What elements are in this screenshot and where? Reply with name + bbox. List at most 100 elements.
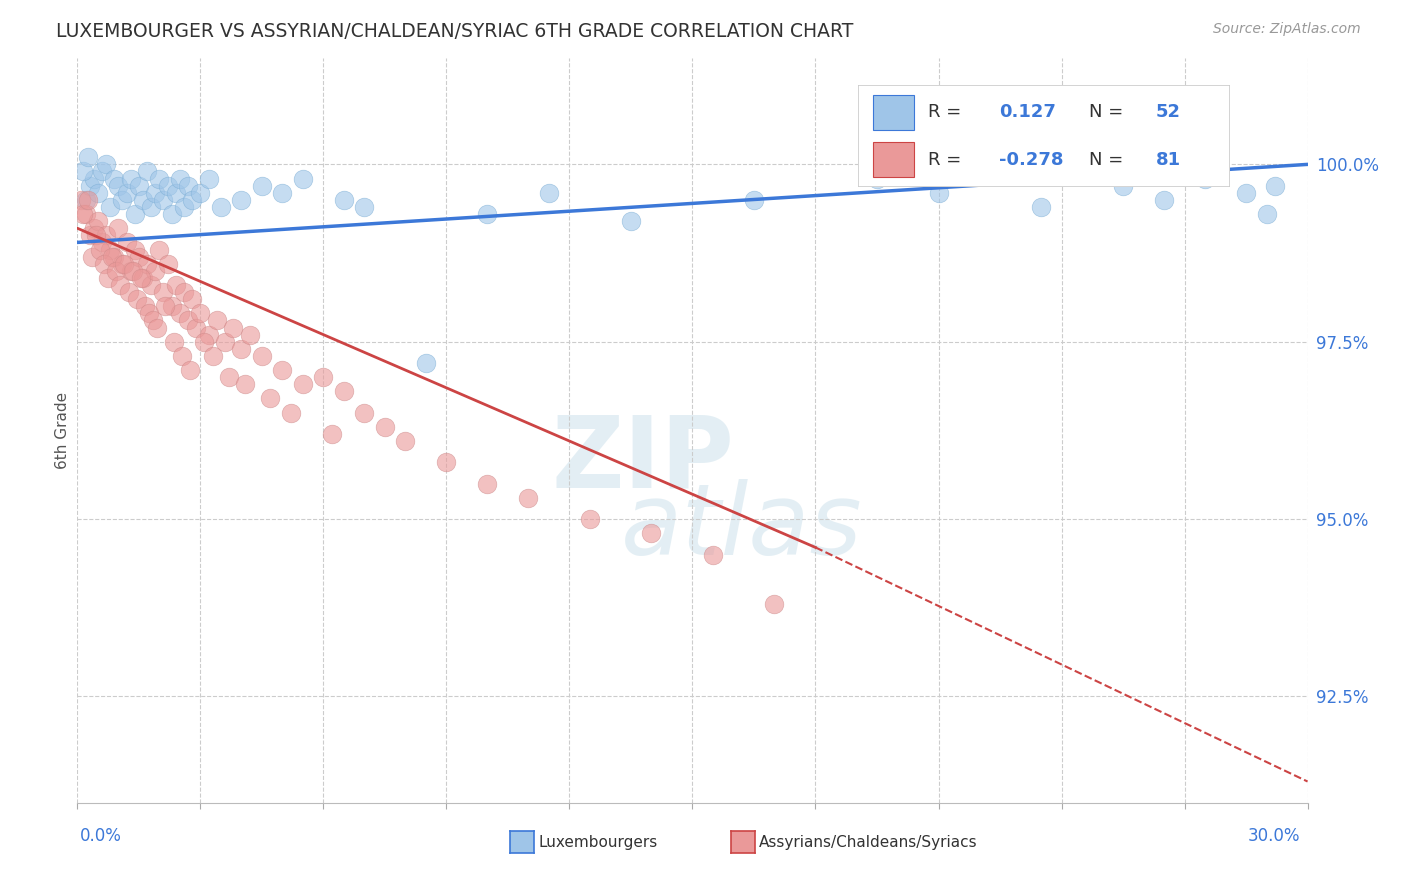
Point (120, 171, 142, 186)
Point (640, 526, 662, 541)
Point (115, 235, 138, 250)
Point (70, 193, 93, 207)
Point (76, 193, 98, 207)
Point (132, 193, 155, 207)
Point (152, 193, 174, 207)
Point (152, 285, 174, 299)
Point (132, 271, 155, 285)
Point (271, 363, 294, 377)
Text: 30.0%: 30.0% (1249, 827, 1301, 845)
Point (101, 250, 124, 264)
Point (75, 207, 97, 221)
Point (134, 299, 156, 313)
Point (105, 264, 128, 278)
Point (125, 292, 148, 306)
Point (742, 193, 765, 207)
Point (89, 243, 111, 257)
Point (231, 342, 253, 356)
Point (120, 264, 142, 278)
Point (90, 164, 114, 178)
Point (160, 299, 183, 313)
Point (129, 271, 152, 285)
Point (141, 200, 163, 214)
Point (97, 271, 120, 285)
Point (1234, 186, 1257, 200)
Point (115, 186, 138, 200)
Point (259, 392, 281, 406)
Point (83, 221, 105, 235)
Text: atlas: atlas (621, 479, 862, 575)
Point (124, 243, 146, 257)
Point (333, 384, 356, 399)
Text: 0.0%: 0.0% (80, 827, 122, 845)
Point (121, 264, 143, 278)
Point (83, 171, 105, 186)
Point (231, 193, 253, 207)
Point (138, 306, 160, 320)
Point (209, 200, 232, 214)
Point (148, 171, 170, 186)
Point (156, 257, 179, 271)
Point (173, 200, 195, 214)
Point (107, 178, 129, 193)
Text: R =: R = (928, 151, 962, 169)
Point (193, 334, 215, 349)
Point (197, 327, 219, 342)
Point (321, 426, 343, 441)
Point (79, 178, 101, 193)
Point (579, 512, 602, 526)
Point (111, 257, 134, 271)
Point (170, 349, 193, 363)
Point (188, 186, 212, 200)
Point (188, 306, 212, 320)
Point (1112, 178, 1135, 193)
Point (107, 221, 129, 235)
Point (250, 349, 273, 363)
Point (201, 349, 224, 363)
Point (250, 178, 273, 193)
Point (103, 171, 125, 186)
Point (72, 164, 94, 178)
Point (165, 186, 187, 200)
Point (1029, 200, 1052, 214)
Point (136, 164, 159, 178)
Point (169, 306, 191, 320)
Point (163, 334, 186, 349)
Point (117, 285, 139, 299)
Text: Assyrians/Chaldeans/Syriacs: Assyrians/Chaldeans/Syriacs (759, 835, 977, 849)
Bar (873, 95, 914, 130)
Point (124, 207, 146, 221)
Text: N =: N = (1088, 103, 1123, 121)
Point (1264, 178, 1286, 193)
Point (517, 491, 540, 505)
Point (87, 186, 110, 200)
Point (143, 186, 166, 200)
Point (177, 178, 200, 193)
Point (84, 228, 107, 243)
Text: R =: R = (928, 103, 962, 121)
FancyBboxPatch shape (858, 85, 1230, 187)
Point (181, 292, 204, 306)
Point (214, 334, 236, 349)
Point (98, 243, 121, 257)
Point (291, 377, 314, 392)
Point (280, 406, 302, 420)
Point (928, 186, 950, 200)
Point (148, 243, 170, 257)
Point (374, 420, 396, 434)
Bar (873, 142, 914, 177)
Point (87, 214, 110, 228)
Point (94, 157, 117, 171)
Point (181, 193, 204, 207)
Point (477, 476, 499, 491)
Point (103, 250, 125, 264)
Text: ZIP: ZIP (551, 412, 735, 508)
Point (111, 193, 134, 207)
Text: Luxembourgers: Luxembourgers (538, 835, 658, 849)
Point (146, 320, 169, 334)
Point (353, 200, 375, 214)
Point (179, 363, 201, 377)
Point (205, 313, 228, 327)
Y-axis label: 6th Grade: 6th Grade (55, 392, 70, 469)
Point (80, 250, 103, 264)
